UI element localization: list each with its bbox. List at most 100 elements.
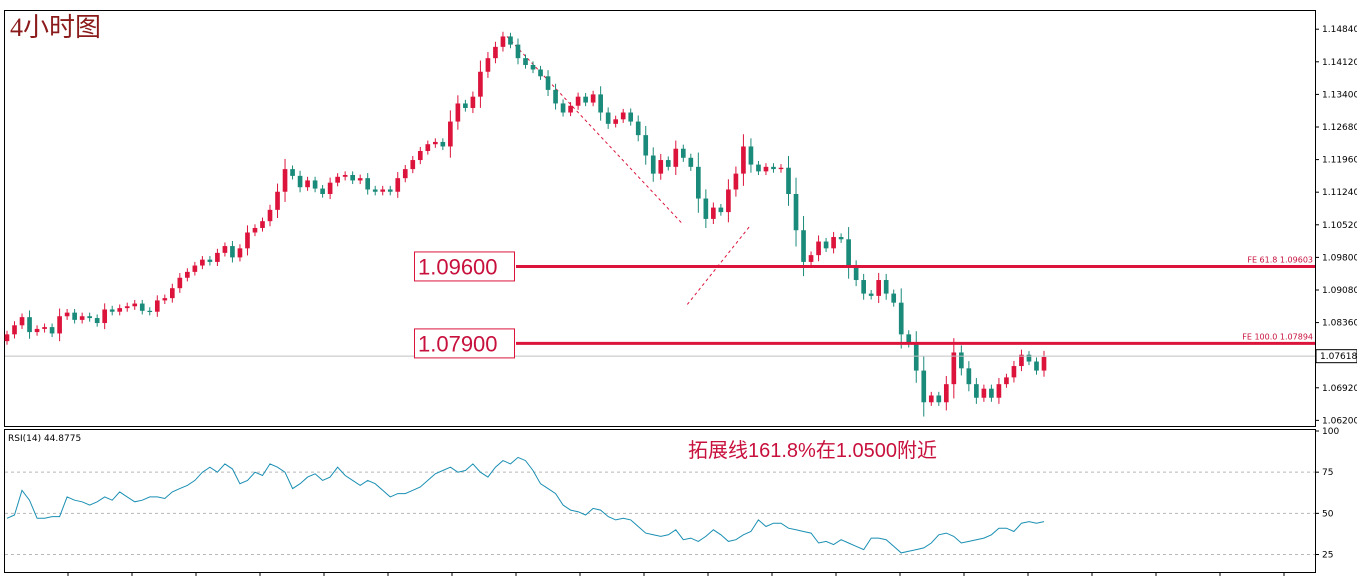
candle-body (402, 169, 408, 179)
candle-body (12, 325, 17, 335)
candle-body (846, 239, 851, 267)
rsi-axis: 100 75 50 25 (1315, 427, 1339, 561)
level-label-box (414, 251, 515, 282)
candle-body (545, 76, 551, 90)
price-tick-label: 1.06200 (1322, 416, 1357, 426)
candle-body (635, 121, 641, 136)
candle-body (598, 94, 603, 113)
candle-body (79, 316, 85, 320)
candle-body (996, 384, 1002, 398)
candle-body (1011, 366, 1017, 378)
candle-body (838, 237, 844, 240)
candle-body (568, 105, 573, 113)
candle-body (913, 343, 919, 371)
candle-body (94, 318, 100, 324)
current-price-label: 1.07618 (1320, 352, 1357, 362)
candle-body (493, 46, 498, 59)
candle-body (109, 309, 115, 312)
candle-body (87, 316, 92, 319)
candle-body (342, 174, 348, 177)
candle-body (959, 352, 964, 369)
candle-body (560, 103, 566, 113)
candle-body (154, 300, 160, 312)
candle-body (703, 198, 709, 219)
candle-body (868, 293, 874, 296)
fib-level-label: FE 100.0 1.07894 (1242, 332, 1313, 341)
candle-body (380, 189, 386, 192)
candle-body (1026, 354, 1032, 362)
rsi-grid (5, 471, 1315, 556)
candle-body (583, 96, 588, 103)
level-label-box (414, 328, 515, 359)
candle-body (147, 310, 153, 313)
candle-body (207, 259, 213, 262)
candle-body (432, 141, 438, 145)
candle-body (718, 207, 724, 213)
candle-body (853, 266, 859, 281)
candle-body (267, 209, 273, 222)
candle-body (801, 230, 806, 262)
rsi-tick-label: 50 (1322, 509, 1334, 519)
candle-body (42, 327, 47, 329)
candle-body (613, 119, 619, 124)
price-pane-frame (4, 10, 1316, 427)
rsi-pane-frame (4, 429, 1316, 573)
candle-body (372, 189, 378, 192)
candle-body (1041, 356, 1047, 371)
candle-body (883, 280, 889, 294)
candle-body (470, 96, 476, 108)
price-tick-label: 1.11240 (1322, 188, 1357, 198)
candle-body (305, 180, 310, 188)
candle-body (132, 303, 138, 307)
candle-body (410, 160, 416, 170)
price-tick-label: 1.11960 (1322, 156, 1357, 166)
candle-body (327, 182, 333, 195)
price-tick-label: 1.14120 (1322, 58, 1357, 68)
candlesticks (4, 31, 1047, 417)
candle-body (312, 180, 318, 189)
level-label: 1.09600 (418, 254, 498, 279)
candle-body (139, 303, 145, 311)
candle-body (891, 293, 897, 303)
candle-body (906, 334, 912, 344)
price-tick-label: 1.14840 (1322, 25, 1357, 35)
candle-body (27, 317, 32, 333)
fib-level-label: FE 61.8 1.09603 (1247, 255, 1313, 264)
candle-body (245, 232, 250, 249)
candle-body (425, 144, 431, 151)
candle-body (733, 173, 739, 190)
candle-body (500, 36, 506, 47)
candle-body (365, 178, 371, 190)
candle-body (335, 176, 340, 183)
candle-body (463, 103, 468, 108)
candle-body (64, 312, 70, 317)
candle-body (387, 189, 393, 192)
candle-body (876, 280, 882, 296)
candle-body (928, 395, 934, 403)
candle-body (793, 194, 799, 231)
candle-body (320, 188, 325, 195)
candle-body (185, 271, 190, 278)
level-lines: 1.09600 FE 61.8 1.09603 1.07900 FE 100.0 1.… (414, 251, 1315, 359)
candle-body (530, 64, 536, 70)
rsi-annotation: 拓展线161.8%在1.0500附近 (688, 439, 937, 462)
price-tick-label: 1.06920 (1322, 384, 1357, 394)
candle-body (275, 191, 280, 210)
candle-body (763, 166, 769, 172)
candle-body (605, 112, 611, 124)
candle-body (981, 388, 987, 398)
candle-body (628, 112, 634, 122)
candle-body (658, 160, 664, 174)
candle-body (215, 252, 220, 262)
rsi-title: RSI(14) 44.8775 (8, 434, 81, 444)
candle-body (1034, 361, 1039, 371)
candle-body (102, 309, 108, 324)
candle-body (756, 164, 761, 172)
candle-body (177, 277, 183, 289)
candle-body (951, 352, 957, 385)
candle-body (523, 58, 528, 65)
candle-body (771, 166, 776, 170)
current-price-tag: 1.07618 (1315, 349, 1357, 364)
candle-body (989, 388, 994, 398)
